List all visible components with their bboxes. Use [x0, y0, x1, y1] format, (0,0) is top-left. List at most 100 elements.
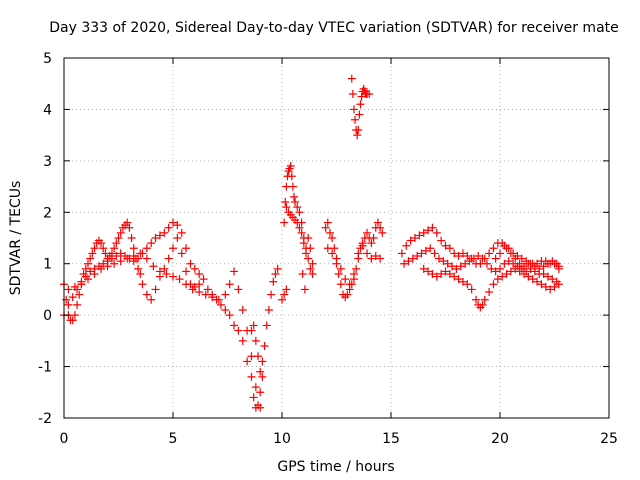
data-point: [463, 252, 472, 260]
data-point: [114, 234, 123, 242]
data-point: [485, 249, 494, 258]
data-point: [491, 267, 500, 276]
data-point: [243, 357, 252, 366]
data-point: [439, 257, 448, 266]
data-point: [456, 262, 465, 271]
data-point: [308, 259, 317, 268]
data-point: [541, 282, 550, 291]
data-point: [365, 90, 374, 98]
y-tick-label: -2: [38, 411, 52, 427]
data-point: [519, 270, 528, 278]
data-points: [60, 74, 563, 412]
data-point: [123, 218, 132, 227]
data-point: [293, 203, 302, 212]
data-point: [177, 228, 186, 237]
data-point: [336, 264, 345, 273]
data-point: [282, 285, 291, 294]
data-point: [116, 257, 125, 266]
data-point: [376, 223, 385, 232]
data-point: [489, 244, 498, 253]
data-point: [554, 280, 563, 289]
x-tick-label: 25: [600, 431, 618, 447]
data-point: [463, 280, 472, 289]
data-point: [190, 264, 199, 273]
data-point: [177, 249, 186, 258]
data-point: [186, 280, 195, 289]
data-point: [458, 249, 467, 258]
data-point: [112, 239, 121, 248]
data-point: [107, 254, 116, 263]
data-point: [358, 241, 367, 250]
data-point: [70, 311, 79, 320]
data-point: [543, 259, 552, 268]
data-point: [286, 162, 295, 170]
data-point: [354, 126, 363, 134]
data-point: [288, 182, 297, 191]
data-point: [147, 239, 156, 248]
data-point: [155, 272, 164, 281]
data-point: [116, 228, 125, 237]
y-axis-label: SDTVAR / TECUs: [8, 181, 24, 296]
data-point: [199, 275, 208, 284]
data-point: [437, 236, 446, 245]
data-point: [524, 272, 533, 281]
data-point: [500, 259, 509, 268]
data-point: [208, 290, 217, 299]
data-point: [138, 280, 147, 289]
data-point: [513, 252, 522, 260]
data-point: [203, 285, 212, 294]
x-axis-label: GPS time / hours: [277, 459, 394, 475]
data-point: [308, 270, 317, 278]
y-tick-label: 3: [43, 154, 52, 170]
data-point: [299, 239, 308, 248]
data-point: [81, 264, 90, 273]
data-point: [238, 336, 247, 345]
chart-title: Day 333 of 2020, Sidereal Day-to-day VTE…: [49, 20, 619, 36]
data-point: [151, 285, 160, 294]
data-point: [160, 228, 169, 237]
data-point: [354, 249, 363, 258]
data-point: [110, 244, 119, 253]
data-point: [86, 267, 95, 276]
data-point: [349, 270, 358, 278]
data-point: [343, 290, 352, 299]
x-tick-label: 15: [382, 431, 400, 447]
data-point: [103, 262, 112, 271]
x-tick-label: 0: [60, 431, 69, 447]
data-point: [415, 231, 424, 240]
data-point: [77, 280, 86, 289]
data-point: [127, 234, 136, 242]
data-point: [554, 264, 563, 273]
data-point: [304, 254, 313, 263]
data-point: [376, 254, 385, 263]
data-point: [123, 254, 132, 263]
data-point: [537, 280, 546, 289]
data-point: [169, 218, 177, 227]
data-point: [504, 257, 513, 266]
data-point: [432, 228, 441, 237]
data-point: [230, 267, 239, 276]
data-point: [271, 270, 280, 278]
data-point: [269, 277, 278, 286]
data-point: [373, 218, 382, 227]
data-point: [500, 241, 509, 250]
data-point: [353, 131, 362, 140]
data-point: [506, 267, 515, 276]
data-point: [195, 270, 204, 278]
data-point: [461, 259, 470, 268]
data-point: [454, 275, 463, 284]
data-point: [230, 321, 239, 330]
data-point: [254, 352, 263, 361]
data-point: [182, 244, 191, 253]
data-point: [225, 311, 234, 320]
data-point: [75, 290, 84, 299]
data-point: [336, 280, 345, 289]
data-point: [99, 259, 108, 268]
data-point: [452, 264, 461, 273]
data-point: [321, 223, 330, 232]
data-point: [323, 218, 332, 227]
data-point: [348, 90, 357, 98]
y-tick-label: -1: [38, 360, 52, 376]
data-point: [112, 252, 121, 260]
